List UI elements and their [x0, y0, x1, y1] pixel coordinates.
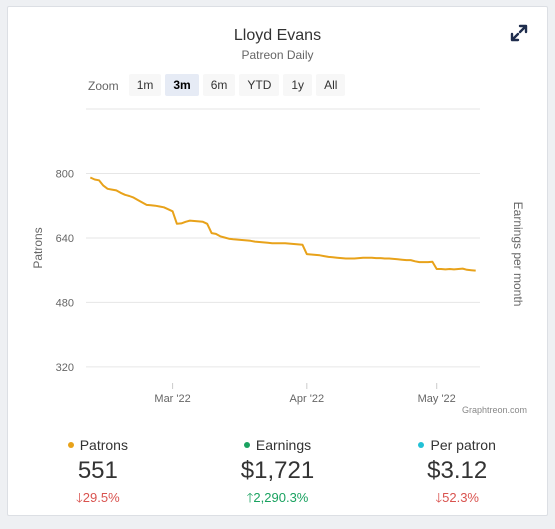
stat-change: 🡓52.3%: [435, 490, 479, 505]
stat-change: 🡓29.5%: [76, 490, 120, 505]
stat-label: Earnings: [255, 437, 312, 453]
chart-card: Lloyd Evans Patreon Daily Zoom 1m 3m 6m …: [7, 6, 548, 516]
x-tick-label: May '22: [418, 393, 456, 405]
y-axis-label: Patrons: [31, 227, 45, 268]
patrons-line-chart: 320 480 640 800 Mar '22 Apr '22 May '22 Patro…: [31, 108, 525, 405]
per-patron-dot-icon: [418, 442, 425, 448]
zoom-all-button[interactable]: All: [316, 74, 346, 96]
zoom-label: Zoom: [88, 78, 119, 93]
chart-credit[interactable]: Graphtreon.com: [461, 405, 527, 415]
stat-label: Patrons: [79, 437, 128, 453]
y2-axis-label: Earnings per month: [511, 202, 525, 307]
earnings-dot-icon: [243, 442, 250, 448]
zoom-6m-button[interactable]: 6m: [202, 74, 236, 96]
zoom-ytd-button[interactable]: YTD: [239, 74, 280, 96]
zoom-1y-button[interactable]: 1y: [283, 74, 313, 96]
patrons-dot-icon: [67, 442, 74, 448]
y-tick-label: 640: [56, 233, 74, 245]
arrow-down-icon: 🡓: [435, 490, 443, 505]
stat-per-patron: Per patron $3.12 🡓52.3%: [367, 437, 547, 511]
chart-subtitle: Patreon Daily: [241, 48, 314, 62]
expand-icon[interactable]: [509, 23, 529, 43]
stat-patrons: Patrons 551 🡓29.5%: [8, 437, 188, 511]
x-tick-label: Apr '22: [290, 393, 325, 405]
stats-row: Patrons 551 🡓29.5% Earnings $1,721 🡑2,29…: [8, 437, 547, 511]
stat-value: 551: [77, 457, 118, 484]
zoom-3m-button[interactable]: 3m: [165, 74, 199, 96]
series-line-patrons[interactable]: [89, 176, 476, 272]
y-tick-label: 800: [56, 168, 74, 180]
arrow-down-icon: 🡓: [76, 490, 83, 505]
zoom-1m-button[interactable]: 1m: [128, 74, 162, 96]
stat-change: 🡑2,290.3%: [246, 490, 309, 505]
y-tick-label: 480: [56, 297, 74, 309]
y-tick-label: 320: [56, 362, 74, 374]
stat-value: $3.12: [427, 457, 488, 484]
stat-value: $1,721: [240, 457, 315, 484]
chart-title: Lloyd Evans: [233, 27, 322, 44]
x-tick-label: Mar '22: [154, 393, 190, 405]
arrow-up-icon: 🡑: [246, 490, 254, 505]
stat-earnings: Earnings $1,721 🡑2,290.3%: [188, 437, 368, 511]
zoom-bar: Zoom 1m 3m 6m YTD 1y All: [88, 74, 346, 96]
stat-label: Per patron: [430, 437, 496, 453]
